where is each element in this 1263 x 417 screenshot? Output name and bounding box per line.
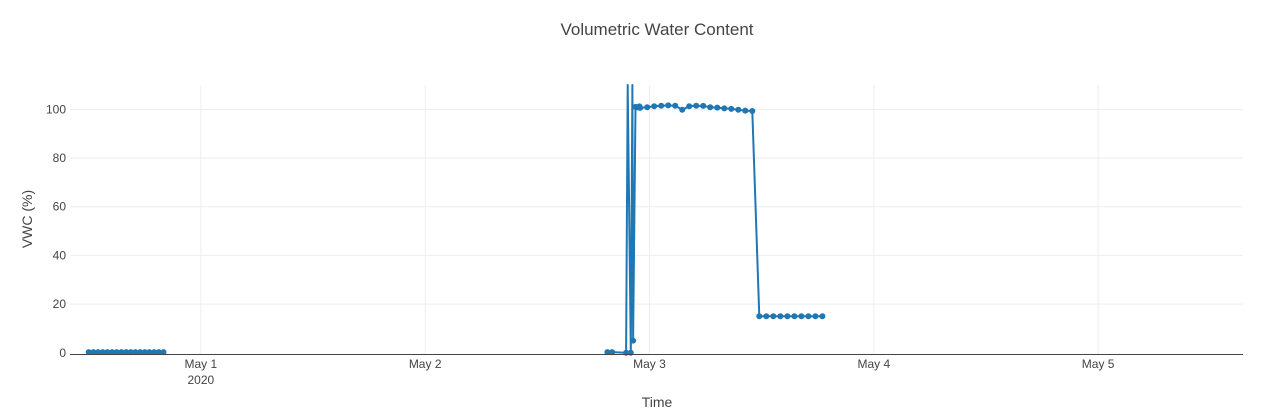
data-point [728,105,735,112]
y-tick-label: 100 [46,102,66,116]
data-point [132,349,139,356]
data-point [151,349,158,356]
data-point [749,108,756,114]
data-point [123,349,130,356]
data-point [721,105,728,112]
chart-title: Volumetric Water Content [560,20,753,39]
y-axis-title: VWC (%) [19,190,35,248]
data-point [763,313,770,320]
x-tick-label: May 1 [185,357,218,371]
data-point [118,349,125,356]
gridlines [70,85,1243,354]
data-point [644,104,651,111]
data-point [672,102,679,109]
data-point [104,349,111,356]
data-point [146,349,153,356]
y-tick-labels: 0 20 40 60 80 100 [46,102,66,359]
y-tick-label: 0 [59,346,66,360]
data-point [637,104,644,111]
data-point [784,313,791,320]
data-point [85,349,92,356]
data-point [812,313,819,320]
data-point [714,104,721,111]
data-point [707,104,714,111]
data-point [693,102,700,109]
data-point [609,349,616,356]
data-point [679,106,686,113]
data-point [630,337,637,344]
x-tick-label: May 5 [1082,357,1115,371]
data-point [735,106,742,113]
x-axis-title: Time [642,394,673,410]
data-point [113,349,120,356]
x-tick-sublabel: 2020 [188,373,215,387]
data-point [90,349,97,356]
data-point [798,313,805,320]
data-point [770,313,777,320]
series-vwc [85,84,826,356]
data-point [819,313,826,320]
data-point [665,102,672,109]
data-point [791,313,798,320]
x-tick-label: May 3 [633,357,666,371]
data-point [141,349,148,356]
y-tick-label: 20 [53,297,67,311]
data-point [686,103,693,110]
y-tick-label: 40 [53,248,67,262]
x-tick-labels: May 1 2020 May 2 May 3 May 4 May 5 [185,357,1115,387]
data-point [658,102,665,109]
data-point [604,349,611,356]
data-point [700,102,707,109]
data-point [99,349,106,356]
y-tick-label: 80 [53,151,67,165]
x-tick-label: May 2 [409,357,442,371]
data-point [756,313,763,320]
data-point [127,349,134,356]
data-point [155,349,162,356]
data-point [95,349,101,356]
data-point [109,349,116,356]
y-tick-label: 60 [53,200,67,214]
data-point [160,349,167,356]
data-point [137,349,144,356]
data-point [777,313,784,320]
x-tick-label: May 4 [857,357,890,371]
data-point [742,107,749,114]
data-point [805,313,812,320]
data-point [651,103,658,110]
